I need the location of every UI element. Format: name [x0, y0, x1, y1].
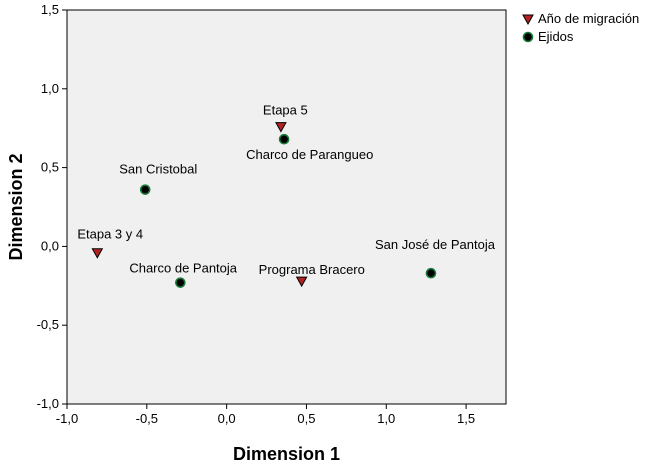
legend-entry: Año de migración — [538, 11, 639, 26]
ejido-point — [278, 133, 290, 145]
y-tick-label: 0,0 — [41, 238, 59, 253]
migration-year-point — [295, 276, 308, 288]
x-tick-label: 1,5 — [457, 411, 475, 426]
ejido-point — [139, 184, 151, 195]
point-label: Charco de Parangueo — [246, 147, 373, 162]
legend: Año de migración Ejidos — [522, 11, 639, 44]
y-tick-label: 1,0 — [41, 81, 59, 96]
ejido-point — [425, 267, 437, 279]
legend-entry: Ejidos — [538, 29, 574, 44]
legend-triangle-marker — [522, 14, 534, 26]
ejido-point — [175, 277, 186, 288]
x-tick-label: -1,0 — [56, 411, 78, 426]
plot-area — [66, 9, 507, 405]
x-tick-label: 0,5 — [297, 411, 315, 426]
x-axis-title: Dimension 1 — [233, 444, 340, 464]
x-axis-ticks: -1,0 -0,5 0,0 0,5 1,0 1,5 — [56, 404, 475, 426]
x-tick-label: 0,0 — [218, 411, 236, 426]
point-label: Charco de Pantoja — [129, 261, 237, 276]
migration-year-point — [275, 122, 287, 133]
point-label: Programa Bracero — [259, 262, 365, 277]
point-label: Etapa 5 — [263, 103, 308, 118]
x-tick-label: 1,0 — [377, 411, 395, 426]
y-axis-ticks: -1,0 -0,5 0,0 0,5 1,0 1,5 — [37, 2, 67, 411]
migration-year-point — [91, 248, 104, 259]
legend-circle-marker — [522, 31, 534, 43]
point-label: San José de Pantoja — [375, 237, 496, 252]
y-tick-label: -1,0 — [37, 396, 59, 411]
y-tick-label: -0,5 — [37, 317, 59, 332]
point-label: San Cristobal — [119, 162, 197, 177]
x-tick-label: -0,5 — [136, 411, 158, 426]
point-label: Etapa 3 y 4 — [77, 227, 143, 242]
y-axis-title: Dimension 2 — [6, 153, 26, 260]
y-tick-label: 1,5 — [41, 2, 59, 17]
y-tick-label: 0,5 — [41, 160, 59, 175]
data-points: Etapa 5 Etapa 3 y 4 Programa Bracero Charco… — [77, 103, 496, 288]
